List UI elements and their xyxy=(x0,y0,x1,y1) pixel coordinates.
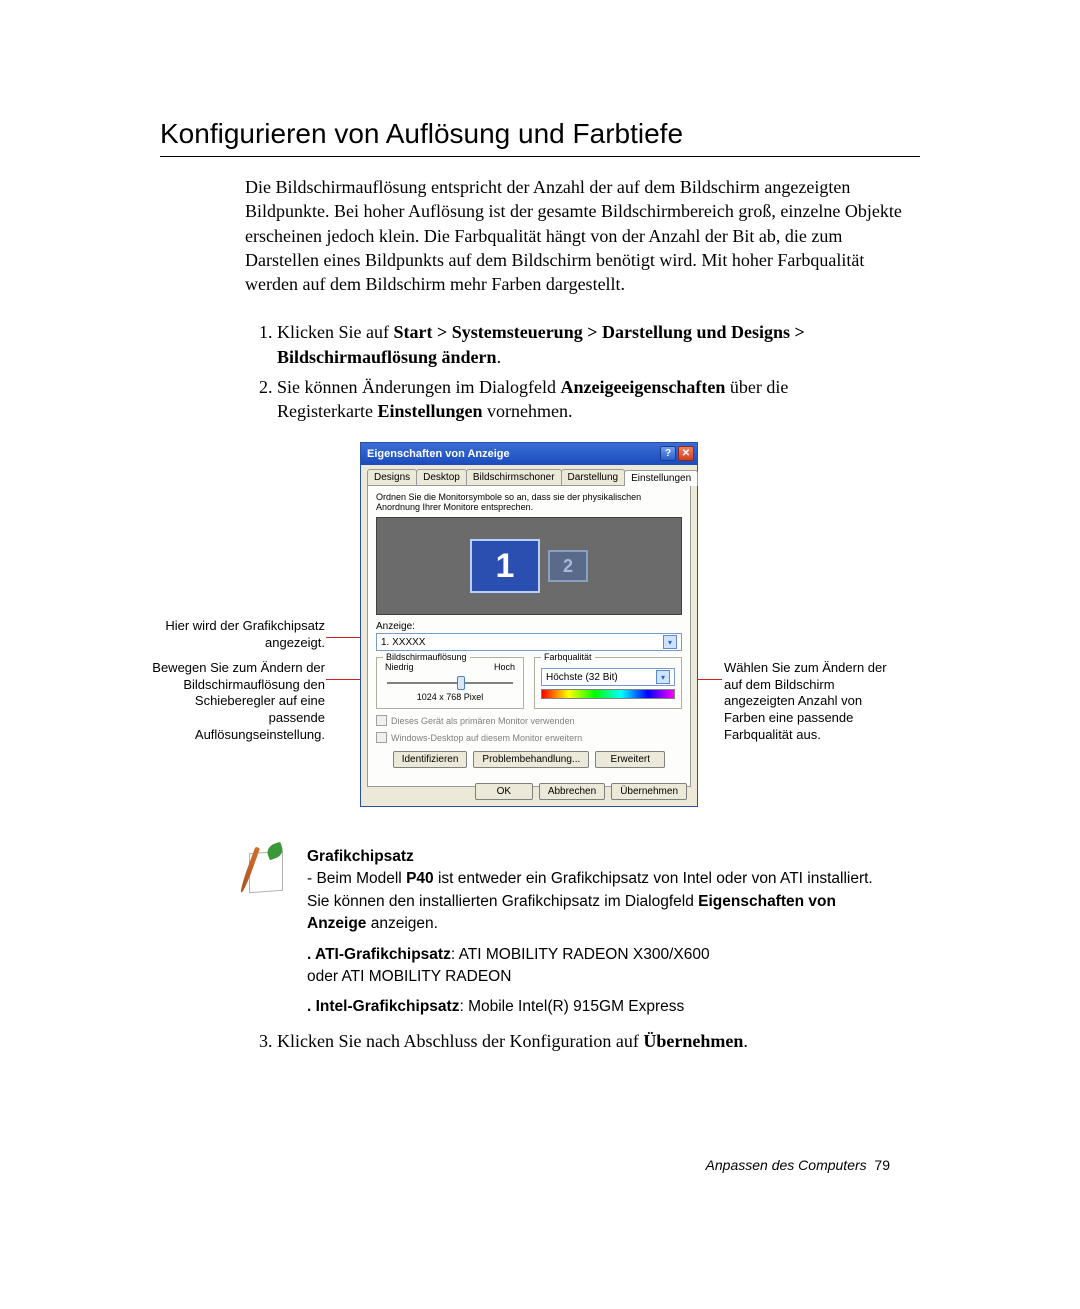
color-combo[interactable]: Höchste (32 Bit) ▾ xyxy=(541,668,675,686)
note-ati-value: : ATI MOBILITY RADEON X300/X600 xyxy=(451,946,710,963)
primary-monitor-checkbox[interactable] xyxy=(376,715,387,726)
res-high-label: Hoch xyxy=(494,662,515,672)
callout-left-2: Bewegen Sie zum Ändern der Bildschirmauf… xyxy=(150,660,325,744)
tab-settings[interactable]: Einstellungen xyxy=(624,470,698,486)
advanced-button[interactable]: Erweitert xyxy=(595,751,665,768)
monitor-instruction: Ordnen Sie die Monitorsymbole so an, das… xyxy=(376,492,682,514)
note-p1-b: P40 xyxy=(406,870,434,887)
step1-text-a: Klicken Sie auf xyxy=(277,322,393,342)
anzeige-label: Anzeige: xyxy=(376,621,682,632)
anzeige-value: 1. XXXXX xyxy=(381,637,425,648)
step3-bold: Übernehmen xyxy=(643,1031,743,1051)
monitor-1-icon[interactable]: 1 xyxy=(470,539,540,593)
tab-body: Ordnen Sie die Monitorsymbole so an, das… xyxy=(367,485,691,787)
primary-monitor-checkbox-row: Dieses Gerät als primären Monitor verwen… xyxy=(376,715,682,726)
note-body: Grafikchipsatz - Beim Modell P40 ist ent… xyxy=(307,846,885,1019)
tab-designs[interactable]: Designs xyxy=(367,469,417,485)
resolution-value: 1024 x 768 Pixel xyxy=(383,692,517,702)
dialog-title: Eigenschaften von Anzeige xyxy=(367,448,510,460)
color-spectrum-bar xyxy=(541,689,675,699)
note-intel-label: . Intel-Grafikchipsatz xyxy=(307,998,459,1015)
note-ati-label: . ATI-Grafikchipsatz xyxy=(307,946,451,963)
identify-button[interactable]: Identifizieren xyxy=(393,751,468,768)
anzeige-combo[interactable]: 1. XXXXX ▾ xyxy=(376,633,682,651)
intro-paragraph: Die Bildschirmauflösung entspricht der A… xyxy=(245,175,905,296)
tab-strip: Designs Desktop Bildschirmschoner Darste… xyxy=(361,465,697,485)
callout-right-1: Wählen Sie zum Ändern der auf dem Bildsc… xyxy=(724,660,899,744)
color-fieldset: Farbqualität Höchste (32 Bit) ▾ xyxy=(534,657,682,709)
page-title: Konfigurieren von Auflösung und Farbtief… xyxy=(160,118,920,150)
note-p1-a: - Beim Modell xyxy=(307,870,406,887)
display-properties-dialog: Eigenschaften von Anzeige ? ✕ Designs De… xyxy=(360,442,698,807)
note-p1-e: anzeigen. xyxy=(366,915,438,932)
step-2: Sie können Änderungen im Dialogfeld Anze… xyxy=(277,375,885,424)
step2-text-e: vornehmen. xyxy=(483,401,573,421)
slider-thumb[interactable] xyxy=(457,676,465,690)
resolution-fieldset: Bildschirmauflösung Niedrig Hoch 1024 x … xyxy=(376,657,524,709)
color-legend: Farbqualität xyxy=(541,652,595,662)
dialog-footer-buttons: OK Abbrechen Übernehmen xyxy=(475,783,687,800)
close-button[interactable]: ✕ xyxy=(678,446,694,461)
tab-desktop[interactable]: Desktop xyxy=(416,469,467,485)
step-1: Klicken Sie auf Start > Systemsteuerung … xyxy=(277,320,885,369)
figure-screenshot-row: Hier wird der Grafikchipsatz angezeigt. … xyxy=(150,442,1070,822)
color-arrow-icon: ▾ xyxy=(656,670,670,684)
tab-appearance[interactable]: Darstellung xyxy=(561,469,626,485)
page-content: Konfigurieren von Auflösung und Farbtief… xyxy=(160,118,920,1053)
footer-text: Anpassen des Computers xyxy=(706,1157,867,1173)
extend-desktop-checkbox[interactable] xyxy=(376,732,387,743)
ok-button[interactable]: OK xyxy=(475,783,533,800)
monitor-2-icon[interactable]: 2 xyxy=(548,550,588,582)
note-intel-value: : Mobile Intel(R) 915GM Express xyxy=(459,998,684,1015)
resolution-slider[interactable] xyxy=(383,676,517,690)
steps-list: Klicken Sie auf Start > Systemsteuerung … xyxy=(245,320,885,423)
apply-button[interactable]: Übernehmen xyxy=(611,783,687,800)
footer-page-number: 79 xyxy=(874,1157,890,1173)
troubleshoot-button[interactable]: Problembehandlung... xyxy=(473,751,589,768)
res-low-label: Niedrig xyxy=(385,662,414,672)
title-rule xyxy=(160,156,920,157)
extend-desktop-checkbox-row: Windows-Desktop auf diesem Monitor erwei… xyxy=(376,732,682,743)
step-3: Klicken Sie nach Abschluss der Konfigura… xyxy=(277,1029,885,1053)
dialog-titlebar: Eigenschaften von Anzeige ? ✕ xyxy=(361,443,697,465)
color-value: Höchste (32 Bit) xyxy=(546,672,618,683)
combo-arrow-icon: ▾ xyxy=(663,635,677,649)
tab-button-row: Identifizieren Problembehandlung... Erwe… xyxy=(376,751,682,768)
cancel-button[interactable]: Abbrechen xyxy=(539,783,605,800)
note-ati-value2: oder ATI MOBILITY RADEON xyxy=(307,968,511,985)
tab-screensaver[interactable]: Bildschirmschoner xyxy=(466,469,562,485)
monitor-layout-area[interactable]: 1 2 xyxy=(376,517,682,615)
step2-text-a: Sie können Änderungen im Dialogfeld xyxy=(277,377,560,397)
primary-monitor-label: Dieses Gerät als primären Monitor verwen… xyxy=(391,716,575,726)
callout-left-1: Hier wird der Grafikchipsatz angezeigt. xyxy=(150,618,325,652)
step3-text-c: . xyxy=(743,1031,748,1051)
note-box: Grafikchipsatz - Beim Modell P40 ist ent… xyxy=(245,846,885,1019)
note-icon xyxy=(245,846,289,896)
page-footer: Anpassen des Computers 79 xyxy=(706,1157,890,1173)
step1-text-c: . xyxy=(497,347,502,367)
step2-bold-2: Einstellungen xyxy=(377,401,482,421)
step3-text-a: Klicken Sie nach Abschluss der Konfigura… xyxy=(277,1031,643,1051)
help-button[interactable]: ? xyxy=(660,446,676,461)
extend-desktop-label: Windows-Desktop auf diesem Monitor erwei… xyxy=(391,733,582,743)
note-heading: Grafikchipsatz xyxy=(307,848,414,865)
steps-list-continued: Klicken Sie nach Abschluss der Konfigura… xyxy=(245,1029,885,1053)
resolution-legend: Bildschirmauflösung xyxy=(383,652,470,662)
settings-row: Bildschirmauflösung Niedrig Hoch 1024 x … xyxy=(376,657,682,709)
step2-bold-1: Anzeigeeigenschaften xyxy=(560,377,725,397)
